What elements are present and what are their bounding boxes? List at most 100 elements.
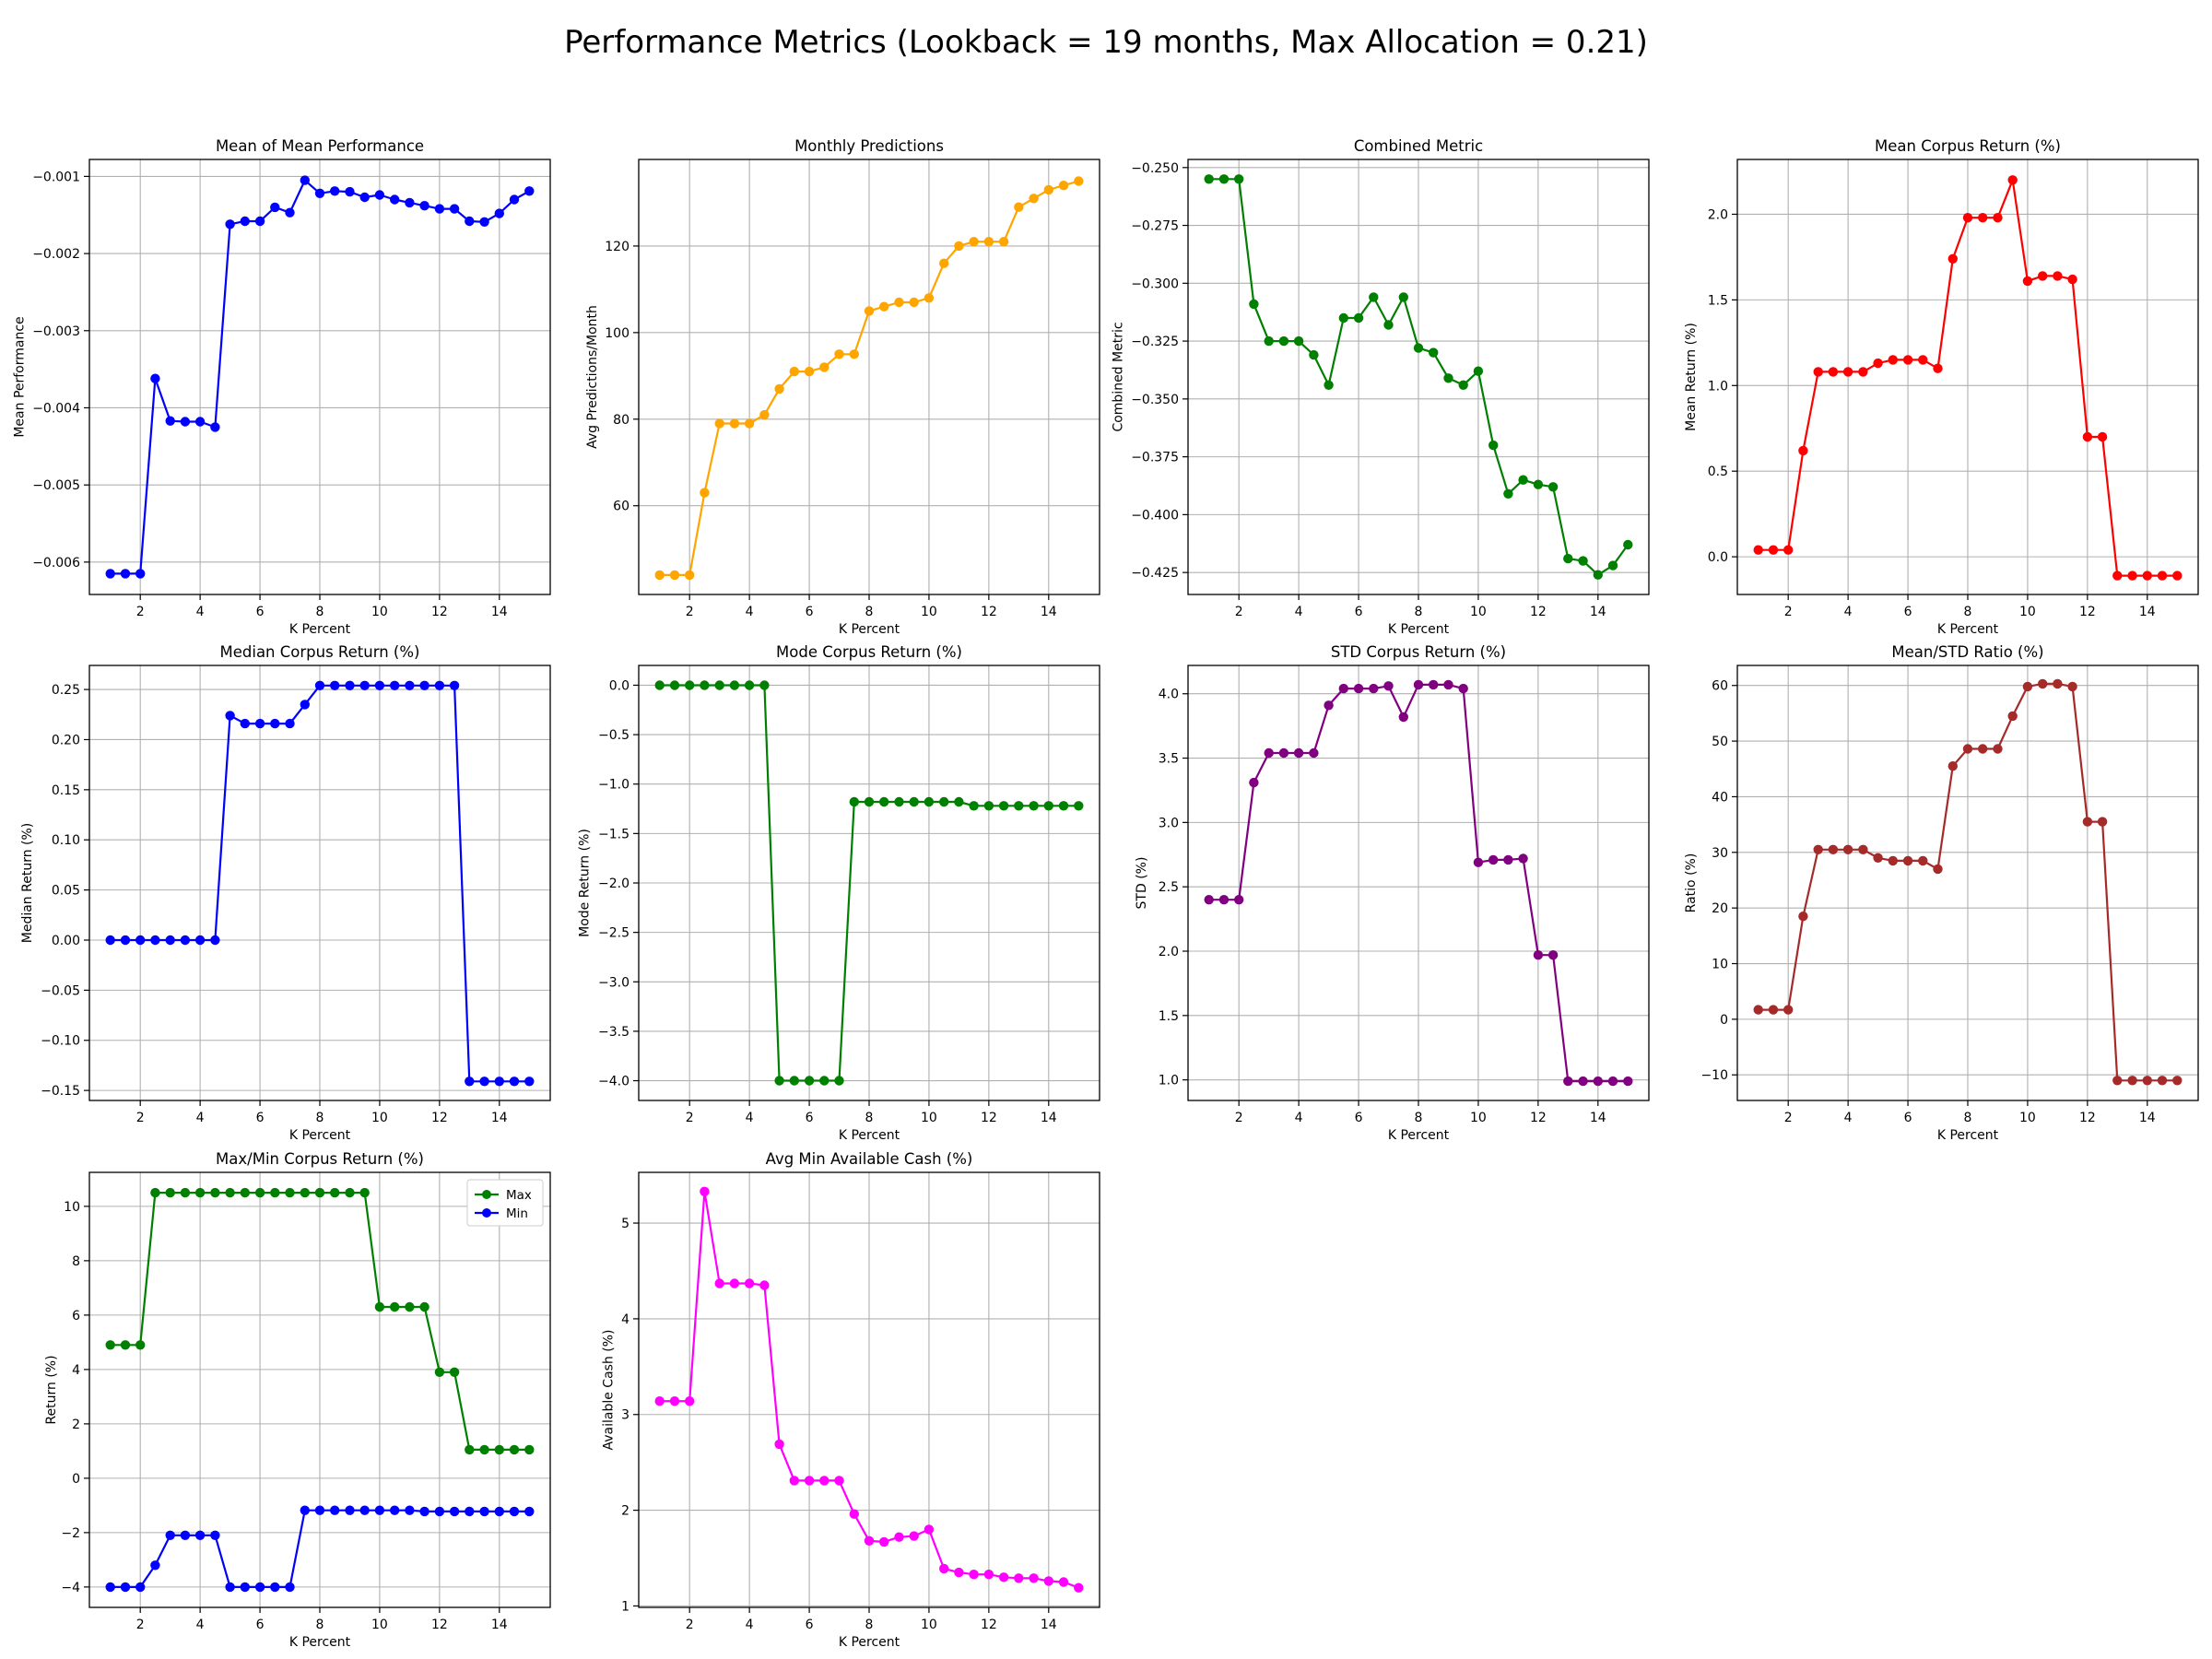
legend-label: Max [506, 1188, 532, 1203]
data-point [1324, 380, 1334, 390]
x-tick-label: 12 [1530, 605, 1547, 619]
x-tick-label: 8 [865, 605, 874, 619]
data-point [1058, 801, 1069, 811]
data-point [509, 1444, 520, 1455]
x-tick-label: 2 [1784, 1111, 1793, 1125]
data-point [105, 1582, 115, 1593]
data-point [1798, 445, 1808, 456]
y-tick-label: 4.0 [1159, 688, 1179, 702]
x-tick-label: 2 [686, 1111, 694, 1125]
y-tick-label: −0.375 [1131, 451, 1179, 465]
data-point [1947, 253, 1958, 264]
data-point [954, 796, 964, 807]
data-point [1264, 747, 1274, 759]
data-point [1443, 373, 1453, 383]
x-tick-label: 12 [981, 605, 997, 619]
y-tick-label: 0 [1720, 1013, 1728, 1028]
subplot-title: Median Corpus Return (%) [220, 643, 420, 661]
data-point [969, 1570, 979, 1580]
data-point [938, 1563, 949, 1574]
data-point [1593, 1076, 1604, 1087]
data-point [2053, 271, 2063, 281]
data-point [685, 1396, 695, 1406]
legend-label: Min [506, 1206, 528, 1221]
data-point [479, 1444, 489, 1455]
y-tick-label: −1.5 [598, 827, 629, 841]
x-tick-label: 4 [1295, 605, 1303, 619]
data-point [434, 1367, 445, 1378]
data-point [1902, 855, 1913, 866]
data-point [1413, 679, 1424, 690]
data-point [465, 1444, 475, 1455]
data-point [270, 202, 280, 213]
data-point [1429, 347, 1439, 358]
data-point [390, 1505, 400, 1515]
data-point [969, 801, 979, 811]
data-point [685, 680, 695, 690]
data-point [894, 1532, 904, 1542]
y-tick-label: 80 [613, 413, 629, 428]
figure-title: Performance Metrics (Lookback = 19 month… [564, 24, 1648, 61]
data-point [1383, 681, 1394, 691]
data-point [345, 1187, 355, 1198]
data-point [669, 680, 680, 690]
x-tick-label: 10 [371, 1111, 388, 1125]
data-point [954, 241, 964, 252]
x-tick-label: 8 [865, 1111, 874, 1125]
x-tick-label: 14 [491, 1618, 508, 1632]
data-point [300, 175, 310, 185]
data-point [774, 383, 784, 394]
data-point [685, 570, 695, 581]
x-axis-label: K Percent [289, 1635, 351, 1650]
data-point [524, 186, 535, 196]
y-tick-label: 4 [72, 1363, 80, 1378]
x-axis-label: K Percent [1937, 622, 1999, 637]
data-point [449, 1367, 460, 1378]
data-point [1753, 1005, 1763, 1015]
data-point [2097, 431, 2108, 442]
y-tick-label: −0.250 [1131, 161, 1179, 176]
data-point [954, 1567, 964, 1578]
data-point [1813, 367, 1823, 377]
y-tick-label: 2 [621, 1504, 629, 1519]
x-tick-label: 12 [431, 1618, 448, 1632]
data-point [849, 796, 859, 807]
x-axis-label: K Percent [1388, 1128, 1450, 1143]
y-tick-label: −0.325 [1131, 335, 1179, 349]
data-point [2082, 431, 2093, 442]
x-tick-label: 6 [1355, 1111, 1363, 1125]
y-tick-label: 0 [72, 1472, 80, 1487]
subplot-2: 2 4 6 8 10 12 14 60 80 100 120 Monthly Predictions K… [585, 137, 1100, 637]
y-tick-label: 3.0 [1159, 816, 1179, 830]
data-point [1014, 1573, 1024, 1583]
data-point [909, 1531, 919, 1541]
data-point [509, 1077, 520, 1087]
x-tick-label: 2 [686, 1618, 694, 1632]
data-point [449, 204, 460, 214]
y-tick-label: −4.0 [598, 1075, 629, 1089]
x-tick-label: 2 [136, 605, 145, 619]
y-tick-label: −0.15 [41, 1084, 80, 1099]
x-tick-label: 8 [1415, 1111, 1423, 1125]
data-point [405, 680, 415, 690]
data-point [879, 796, 889, 807]
y-tick-label: −0.004 [32, 401, 80, 416]
data-point [419, 680, 429, 690]
x-axis-label: K Percent [289, 1128, 351, 1143]
y-tick-label: −2.5 [598, 926, 629, 941]
data-point [819, 362, 830, 372]
subplot-title: Avg Min Available Cash (%) [766, 1150, 973, 1168]
data-point [509, 194, 520, 205]
x-tick-label: 12 [2079, 605, 2096, 619]
x-tick-label: 12 [431, 1111, 448, 1125]
data-point [359, 192, 370, 203]
data-point [834, 1476, 844, 1486]
data-point [374, 190, 385, 200]
y-tick-label: 10 [64, 1200, 80, 1215]
data-point [1398, 292, 1409, 302]
subplot-title: Max/Min Corpus Return (%) [216, 1150, 424, 1168]
data-point [285, 207, 295, 218]
x-tick-label: 6 [256, 605, 265, 619]
data-point [180, 1530, 191, 1541]
data-point [654, 570, 665, 581]
